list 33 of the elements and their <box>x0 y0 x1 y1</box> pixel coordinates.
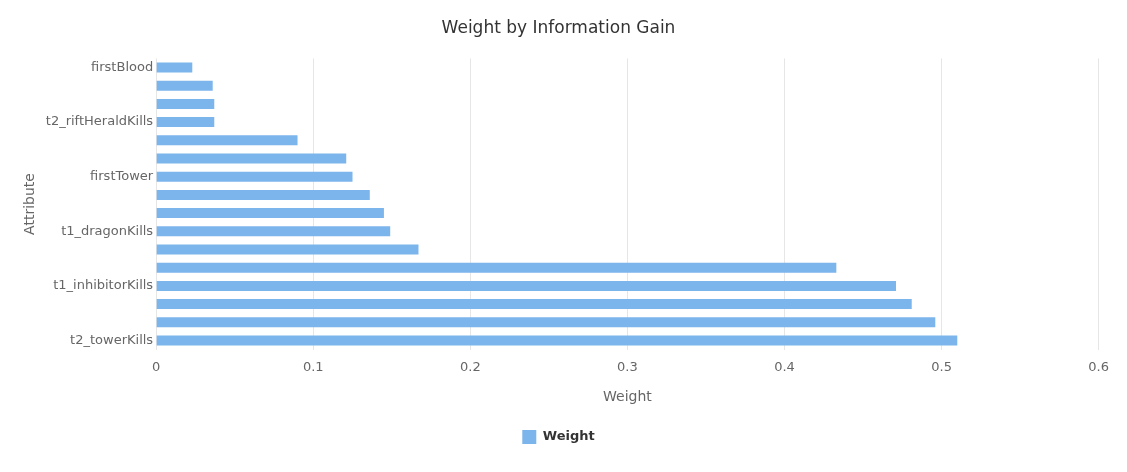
bar <box>156 244 419 255</box>
y-tick-label: firstTower <box>90 168 154 184</box>
y-axis-title: Attribute <box>21 173 38 235</box>
bar <box>156 280 897 291</box>
x-axis-title: Weight <box>603 388 653 405</box>
x-tick-label: 0.6 <box>1088 358 1110 374</box>
x-tick-label: 0.4 <box>774 358 795 374</box>
y-tick-label: t1_dragonKills <box>61 222 154 238</box>
bar <box>156 135 298 146</box>
y-tick-label: t2_towerKills <box>70 331 154 347</box>
x-tick-label: 0.5 <box>931 358 952 374</box>
bar <box>156 171 353 182</box>
bar <box>156 80 213 91</box>
bar <box>156 62 193 73</box>
chart-title: Weight by Information Gain <box>441 16 676 37</box>
bar <box>156 335 958 346</box>
bar <box>156 153 347 164</box>
legend-label: Weight <box>542 428 595 444</box>
bar <box>156 299 912 310</box>
bar <box>156 208 384 219</box>
bar <box>156 262 837 273</box>
y-tick-label: firstBlood <box>91 58 154 74</box>
bar <box>156 98 215 109</box>
x-tick-label: 0.3 <box>617 358 638 374</box>
bar <box>156 317 936 328</box>
bar <box>156 226 391 237</box>
x-tick-label: 0.2 <box>459 358 481 374</box>
x-tick-label: 0.1 <box>302 358 324 374</box>
y-tick-label: t1_inhibitorKills <box>53 277 154 293</box>
y-tick-label: t2_riftHeraldKills <box>45 113 154 129</box>
x-tick-label: 0 <box>152 358 161 374</box>
bar <box>156 189 370 200</box>
bar <box>156 117 215 128</box>
